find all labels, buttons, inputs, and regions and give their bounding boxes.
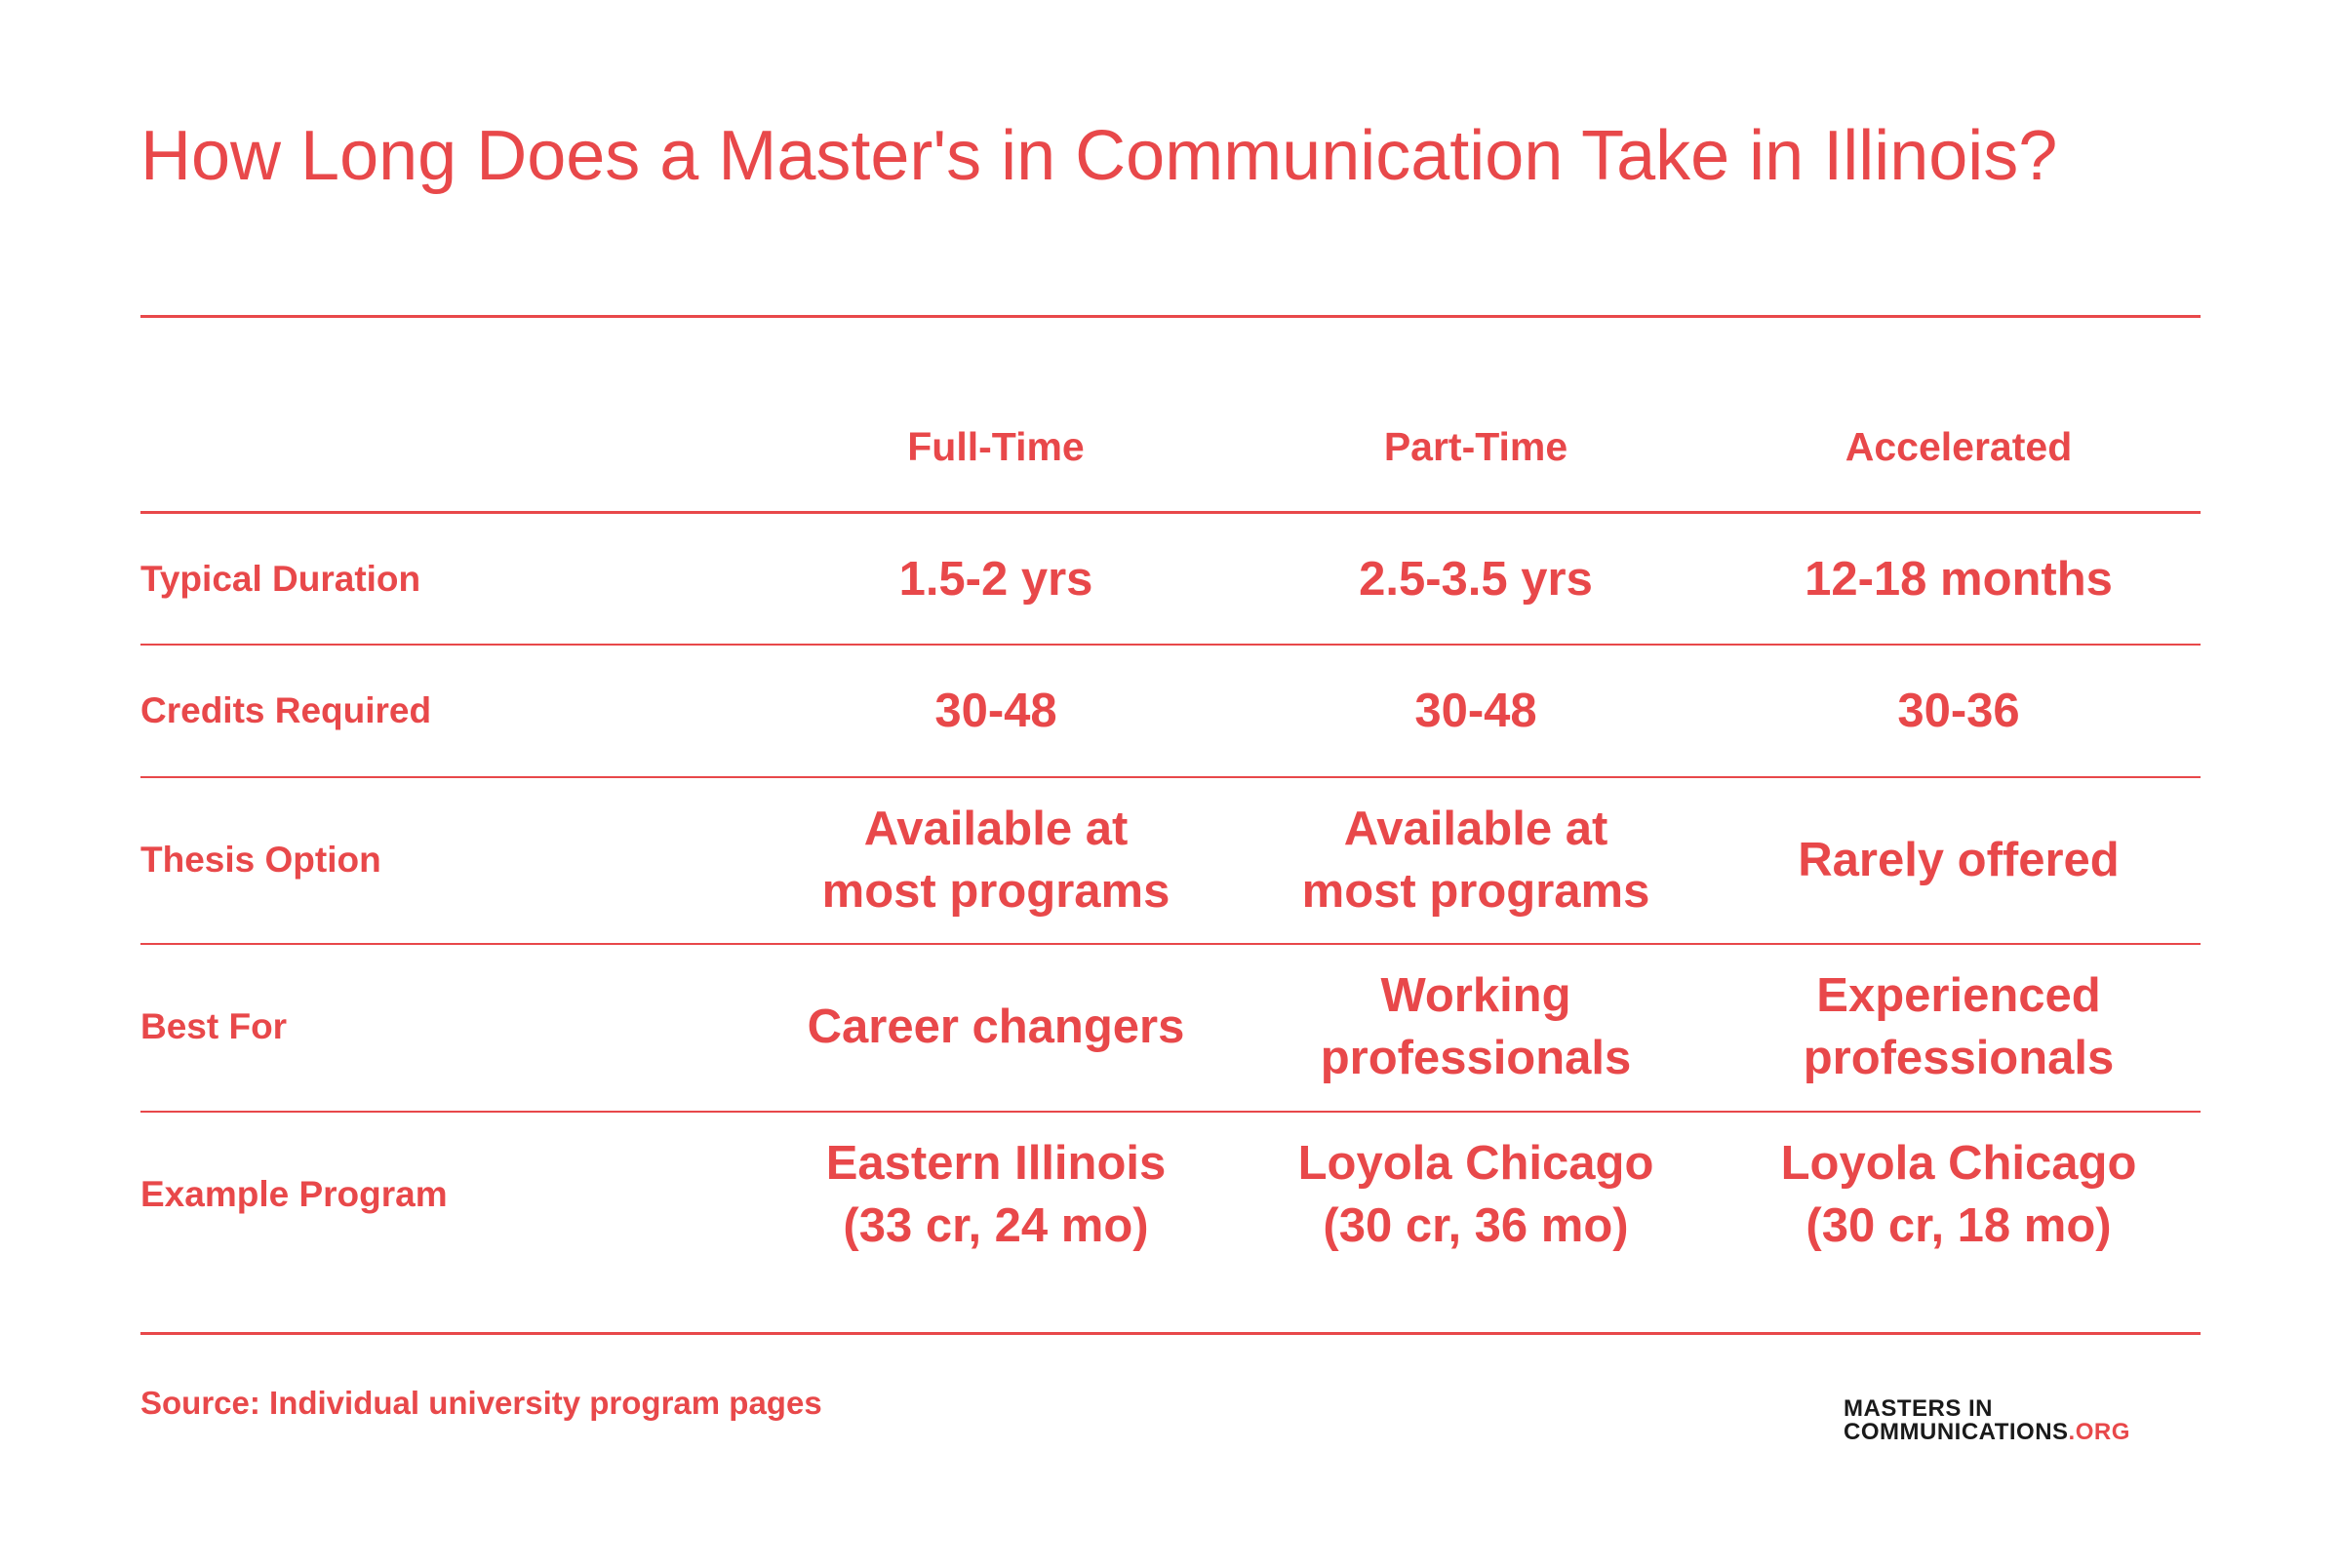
cell-line: Eastern Illinois <box>825 1137 1167 1190</box>
row-rule <box>140 644 2201 646</box>
header-rule <box>140 511 2201 514</box>
cell: Rarely offered <box>1725 829 2193 891</box>
cell-line: Experienced <box>1816 969 2101 1022</box>
row-label: Best For <box>140 1006 288 1046</box>
row-label: Thesis Option <box>140 840 381 880</box>
cell-line: 2.5-3.5 yrs <box>1359 553 1593 606</box>
cell-line: (30 cr, 18 mo) <box>1805 1199 2112 1252</box>
column-header: Part-Time <box>1383 424 1568 469</box>
cell-line: Available at <box>863 803 1129 855</box>
title: How Long Does a Master's in Communicatio… <box>140 117 2058 195</box>
cell-line: Rarely offered <box>1798 834 2120 886</box>
row-label: Credits Required <box>140 690 432 730</box>
cell: Available at most programs <box>1242 798 1710 922</box>
cell: 12-18 months <box>1725 548 2193 610</box>
cell-line: 30-48 <box>934 685 1057 737</box>
cell: Career changers <box>762 996 1230 1058</box>
row-rule <box>140 943 2201 945</box>
cell: 30-36 <box>1725 680 2193 742</box>
logo-text: COMMUNICATIONS <box>1844 1419 2069 1445</box>
cell-line: professionals <box>1320 1032 1632 1084</box>
row-rule <box>140 776 2201 778</box>
cell-line: 1.5-2 yrs <box>898 553 1093 606</box>
cell-line: Career changers <box>807 1000 1185 1053</box>
cell-line: Loyola Chicago <box>1780 1137 2137 1190</box>
cell: 1.5-2 yrs <box>762 548 1230 610</box>
logo-line: COMMUNICATIONS.ORG <box>1844 1421 2130 1444</box>
logo-suffix: .ORG <box>2068 1419 2130 1445</box>
cell: Loyola Chicago (30 cr, 18 mo) <box>1725 1132 2193 1257</box>
cell-line: (30 cr, 36 mo) <box>1323 1199 1629 1252</box>
cell: Eastern Illinois (33 cr, 24 mo) <box>762 1132 1230 1257</box>
column-header: Accelerated <box>1845 424 2073 469</box>
cell: Loyola Chicago (30 cr, 36 mo) <box>1242 1132 1710 1257</box>
row-label: Example Program <box>140 1174 448 1214</box>
cell-line: (33 cr, 24 mo) <box>843 1199 1149 1252</box>
cell: 30-48 <box>762 680 1230 742</box>
row-rule <box>140 1111 2201 1113</box>
column-header: Full-Time <box>907 424 1085 469</box>
table-bottom-rule <box>140 1332 2201 1335</box>
cell-line: professionals <box>1803 1032 2115 1084</box>
source: Source: Individual university program pa… <box>140 1385 822 1421</box>
cell-line: Loyola Chicago <box>1297 1137 1654 1190</box>
cell: Available at most programs <box>762 798 1230 922</box>
cell-line: most programs <box>821 865 1170 918</box>
cell-line: Working <box>1380 969 1571 1022</box>
cell-line: 30-36 <box>1897 685 2020 737</box>
cell: 30-48 <box>1242 680 1710 742</box>
title-rule <box>140 315 2201 318</box>
logo: MASTERS IN COMMUNICATIONS.ORG <box>1844 1397 2130 1444</box>
cell: Working professionals <box>1242 964 1710 1089</box>
row-label: Typical Duration <box>140 559 421 599</box>
logo-line: MASTERS IN <box>1844 1395 1994 1422</box>
cell: 2.5-3.5 yrs <box>1242 548 1710 610</box>
cell: Experienced professionals <box>1725 964 2193 1089</box>
cell-line: 30-48 <box>1414 685 1537 737</box>
cell-line: most programs <box>1301 865 1650 918</box>
cell-line: 12-18 months <box>1805 553 2113 606</box>
cell-line: Available at <box>1343 803 1608 855</box>
